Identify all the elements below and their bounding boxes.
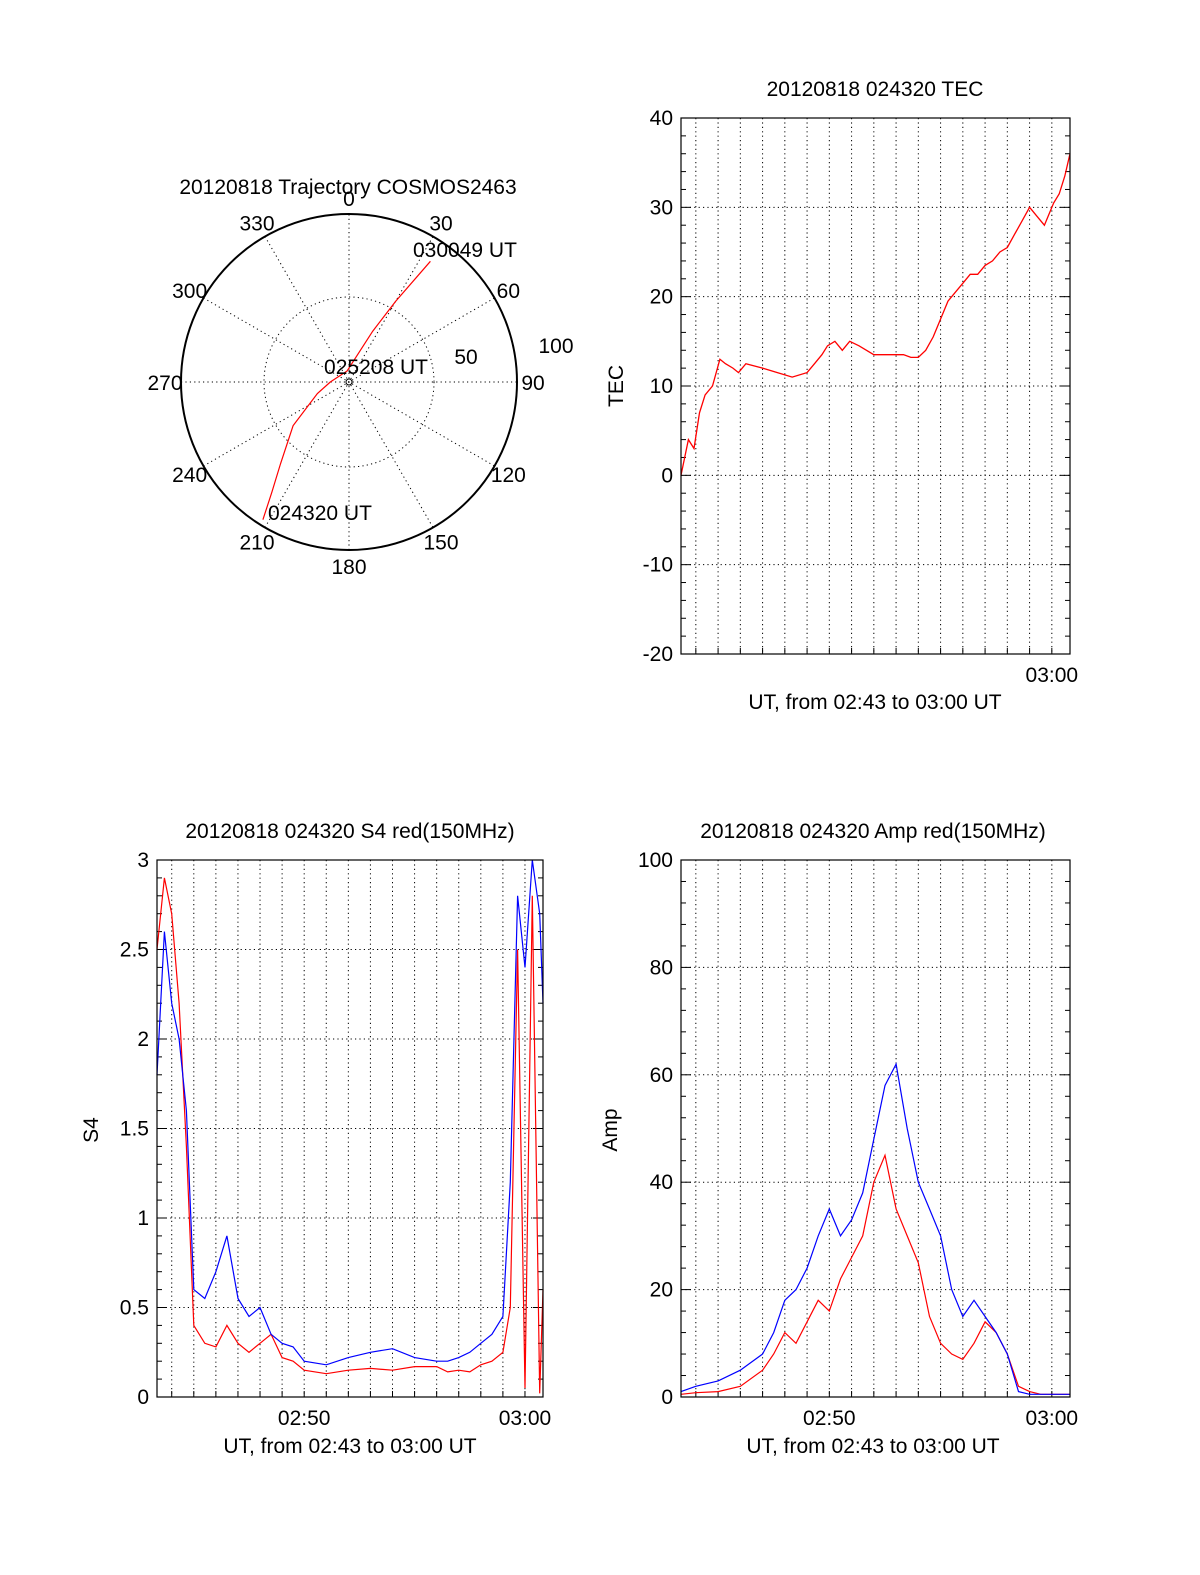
polar-azimuth-label: 300 [172,280,207,303]
s4-ytick-label: 1.5 [120,1118,149,1141]
s4-plot: 20120818 024320 S4 red(150MHz) 0 0.5 1 1.5 2… [80,820,551,1458]
polar-radial-label-100: 100 [538,335,573,358]
amp-xtick-label: 03:00 [1026,1407,1079,1430]
tec-ytick-label: 40 [650,107,673,130]
s4-ytick-label: 1 [137,1207,149,1230]
tec-title: 20120818 024320 TEC [767,78,984,101]
polar-azimuth-label: 0 [343,188,355,211]
polar-radial-label-50: 50 [454,346,477,369]
polar-annotation-mid: 025208 UT [324,356,428,379]
amp-ytick-label: 40 [650,1171,673,1194]
polar-azimuth-label: 30 [429,213,452,236]
s4-title: 20120818 024320 S4 red(150MHz) [185,820,514,843]
s4-ytick-label: 2.5 [120,939,149,962]
amp-title: 20120818 024320 Amp red(150MHz) [700,820,1046,843]
polar-plot: 20120818 Trajectory COSMOS2463 0 30 60 90 12… [147,176,573,579]
polar-trajectory-line [262,260,431,520]
amp-axes-frame [680,859,1071,1398]
polar-annotation-end: 030049 UT [413,239,517,262]
polar-azimuth-label: 270 [147,372,182,395]
s4-xtick-label: 02:50 [278,1407,331,1430]
amp-series-blue-line [680,1062,1070,1395]
tec-plot: 20120818 024320 TEC -20 -10 0 10 20 30 40 03:0… [605,78,1078,714]
tec-ytick-label: 10 [650,375,673,398]
polar-annotation-start: 024320 UT [268,502,372,525]
s4-ytick-label: 3 [137,849,149,872]
amp-ytick-label: 20 [650,1279,673,1302]
amp-plot: 20120818 024320 Amp red(150MHz) 0 20 40 60 8… [599,820,1078,1458]
amp-ytick-label: 60 [650,1064,673,1087]
polar-spoke-150 [264,236,434,528]
s4-series-red-line [156,877,544,1394]
tec-series-line [680,153,1071,476]
polar-azimuth-label: 240 [172,464,207,487]
polar-azimuth-label: 150 [423,531,458,554]
tec-ytick-label: 0 [661,464,673,487]
amp-ytick-label: 0 [661,1386,673,1409]
tec-ytick-label: 20 [650,286,673,309]
tec-xtick-label: 03:00 [1026,664,1079,687]
s4-ylabel: S4 [80,1117,103,1143]
s4-xlabel: UT, from 02:43 to 03:00 UT [223,1435,476,1458]
amp-xtick-label: 02:50 [803,1407,856,1430]
polar-outer-circle [180,213,518,551]
polar-center-mark [345,378,353,386]
s4-axes-frame [156,859,544,1398]
amp-xlabel: UT, from 02:43 to 03:00 UT [746,1435,999,1458]
polar-azimuth-label: 210 [239,531,274,554]
s4-xtick-label: 03:00 [499,1407,552,1430]
s4-series-blue-line [156,859,544,1366]
polar-azimuth-label: 180 [331,556,366,579]
amp-ytick-label: 100 [638,849,673,872]
polar-ring-50 [263,296,435,468]
tec-axes-frame [680,117,1071,655]
s4-ytick-label: 0 [137,1386,149,1409]
polar-azimuth-label: 60 [497,280,520,303]
amp-ytick-label: 80 [650,956,673,979]
s4-ytick-label: 2 [137,1028,149,1051]
amp-series-red-line [680,1153,1070,1395]
s4-ytick-label: 0.5 [120,1297,149,1320]
polar-title: 20120818 Trajectory COSMOS2463 [179,176,516,199]
polar-azimuth-label: 330 [239,213,274,236]
tec-ytick-label: -20 [643,643,673,666]
amp-ylabel: Amp [599,1108,622,1151]
tec-ytick-label: -10 [643,554,673,577]
polar-azimuth-label: 120 [491,464,526,487]
tec-ylabel: TEC [605,365,628,407]
tec-ytick-label: 30 [650,196,673,219]
polar-azimuth-label: 90 [521,372,544,395]
tec-xlabel: UT, from 02:43 to 03:00 UT [748,691,1001,714]
